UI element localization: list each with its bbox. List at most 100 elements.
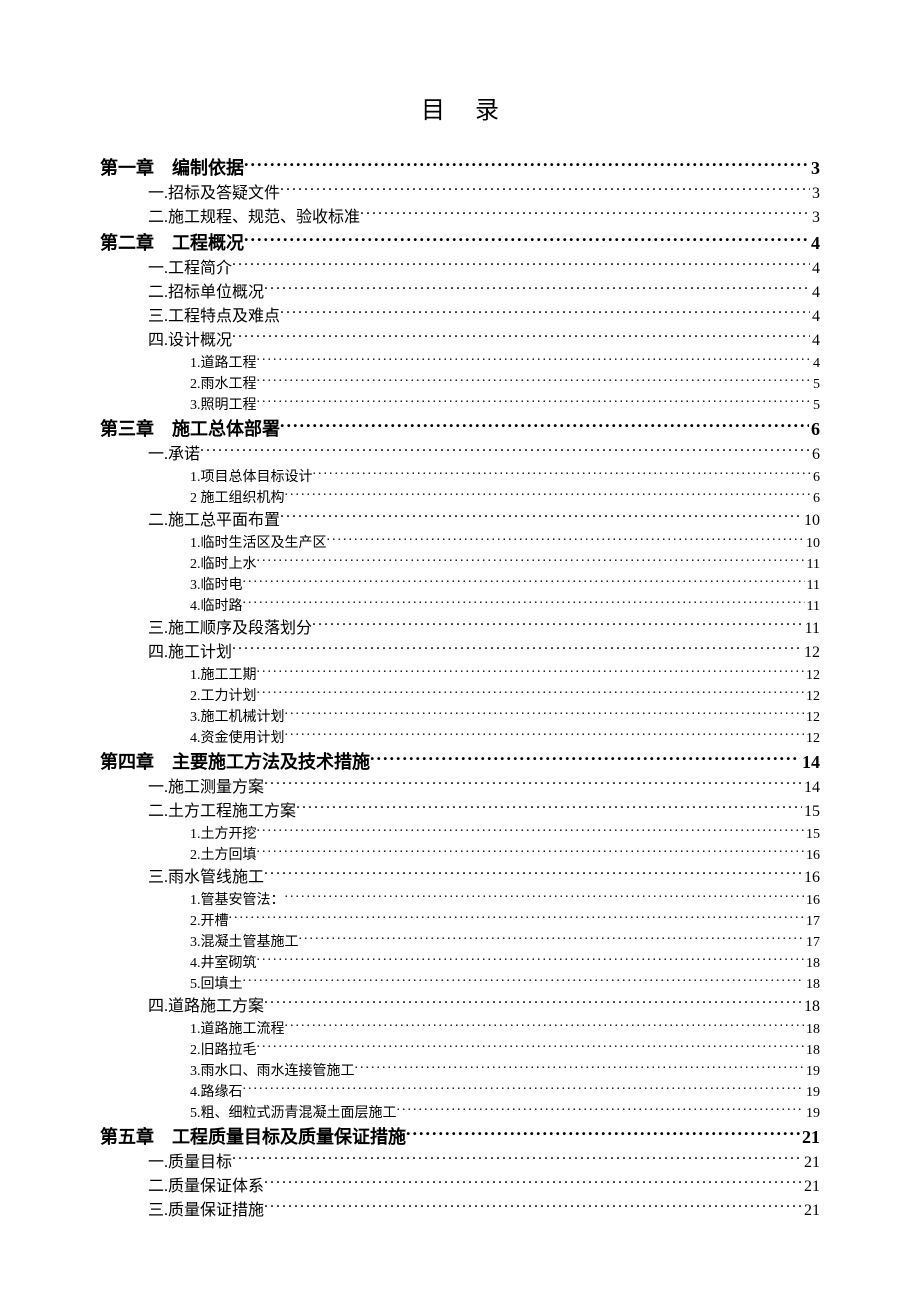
toc-leader-dots: [312, 617, 803, 633]
toc-entry-label: 四.施工计划: [148, 641, 232, 665]
toc-entry-label: 2.开槽: [190, 911, 229, 932]
toc-entry-label: 一.招标及答疑文件: [148, 182, 280, 206]
toc-entry: 2.雨水工程5: [190, 374, 820, 395]
toc-entry-label: 三.质量保证措施: [148, 1199, 264, 1223]
toc-entry-page: 10: [804, 533, 820, 554]
toc-entry: 4.临时路11: [190, 596, 820, 617]
toc-leader-dots: [280, 417, 809, 435]
toc-entry-page: 6: [809, 416, 820, 443]
toc-leader-dots: [243, 575, 805, 589]
toc-entry-label: 第五章 工程质量目标及质量保证措施: [100, 1124, 406, 1151]
toc-entry-label: 二.施工总平面布置: [148, 509, 280, 533]
toc-entry-label: 2.临时上水: [190, 554, 257, 575]
toc-entry-label: 二.质量保证体系: [148, 1175, 264, 1199]
toc-leader-dots: [264, 995, 802, 1011]
toc-leader-dots: [355, 1061, 805, 1075]
toc-entry-page: 17: [804, 911, 820, 932]
toc-entry-label: 3.雨水口、雨水连接管施工: [190, 1061, 355, 1082]
toc-entry-label: 第一章 编制依据: [100, 155, 244, 182]
toc-entry: 3.施工机械计划12: [190, 707, 820, 728]
toc-entry: 第三章 施工总体部署6: [100, 416, 820, 443]
toc-entry: 2.土方回填 16: [190, 845, 820, 866]
document-title: 目录: [100, 90, 820, 125]
toc-entry-page: 6: [811, 488, 820, 509]
toc-entry-page: 11: [805, 575, 820, 596]
toc-entry-page: 18: [804, 1019, 820, 1040]
toc-entry-page: 11: [803, 617, 820, 641]
toc-leader-dots: [257, 665, 805, 679]
toc-entry: 3.临时电11: [190, 575, 820, 596]
toc-entry-page: 16: [804, 845, 820, 866]
toc-entry-page: 21: [802, 1151, 820, 1175]
toc-entry-label: 3.照明工程: [190, 395, 257, 416]
toc-entry: 第五章 工程质量目标及质量保证措施 21: [100, 1124, 820, 1151]
toc-entry: 1.临时生活区及生产区10: [190, 533, 820, 554]
toc-entry: 三.雨水管线施工16: [148, 866, 820, 890]
toc-entry-page: 16: [804, 890, 820, 911]
toc-entry: 三.工程特点及难点4: [148, 305, 820, 329]
toc-entry: 二.土方工程施工方案 15: [148, 800, 820, 824]
toc-entry-label: 5.回填土: [190, 974, 243, 995]
toc-leader-dots: [200, 443, 810, 459]
toc-entry-page: 17: [804, 932, 820, 953]
toc-entry-page: 18: [804, 974, 820, 995]
toc-entry-label: 二.施工规程、规范、验收标准: [148, 206, 360, 230]
toc-entry-page: 6: [811, 467, 820, 488]
toc-leader-dots: [280, 509, 802, 525]
toc-entry: 一.质量目标 21: [148, 1151, 820, 1175]
toc-entry: 1.土方开挖15: [190, 824, 820, 845]
toc-entry-label: 一.工程简介: [148, 257, 232, 281]
toc-entry-page: 6: [810, 443, 820, 467]
toc-entry: 4.井室砌筑18: [190, 953, 820, 974]
toc-entry: 3.雨水口、雨水连接管施工19: [190, 1061, 820, 1082]
toc-entry-label: 二.招标单位概况: [148, 281, 264, 305]
toc-leader-dots: [229, 911, 805, 925]
toc-entry: 4.路缘石19: [190, 1082, 820, 1103]
toc-entry-label: 三.工程特点及难点: [148, 305, 280, 329]
toc-entry-label: 1.道路施工流程: [190, 1019, 285, 1040]
toc-entry-page: 3: [810, 206, 820, 230]
toc-entry: 1.施工工期12: [190, 665, 820, 686]
toc-entry: 二.质量保证体系21: [148, 1175, 820, 1199]
toc-entry-label: 二.土方工程施工方案: [148, 800, 296, 824]
toc-entry: 1.项目总体目标设计6: [190, 467, 820, 488]
toc-entry-label: 一.承诺: [148, 443, 200, 467]
toc-entry: 1.管基安管法：16: [190, 890, 820, 911]
toc-entry-page: 21: [800, 1124, 820, 1151]
toc-entry-page: 14: [802, 776, 820, 800]
toc-leader-dots: [285, 488, 812, 502]
toc-leader-dots: [232, 641, 802, 657]
toc-entry-page: 19: [804, 1082, 820, 1103]
toc-entry: 一.施工测量方案14: [148, 776, 820, 800]
toc-entry: 2.开槽 17: [190, 911, 820, 932]
toc-leader-dots: [232, 1151, 802, 1167]
toc-leader-dots: [264, 1175, 802, 1191]
toc-leader-dots: [299, 932, 805, 946]
toc-entry-label: 1.施工工期: [190, 665, 257, 686]
toc-entry-label: 四.道路施工方案: [148, 995, 264, 1019]
toc-entry: 1.道路施工流程 18: [190, 1019, 820, 1040]
toc-entry-label: 一.质量目标: [148, 1151, 232, 1175]
toc-entry: 一.工程简介4: [148, 257, 820, 281]
toc-entry-page: 18: [802, 995, 820, 1019]
toc-entry-page: 12: [804, 707, 820, 728]
toc-entry-label: 三.施工顺序及段落划分: [148, 617, 312, 641]
toc-leader-dots: [257, 953, 805, 967]
toc-leader-dots: [296, 800, 802, 816]
toc-leader-dots: [243, 1082, 805, 1096]
toc-leader-dots: [243, 596, 805, 610]
toc-entry: 1.道路工程4: [190, 353, 820, 374]
toc-leader-dots: [285, 707, 805, 721]
toc-leader-dots: [285, 728, 805, 742]
toc-leader-dots: [257, 686, 805, 700]
toc-leader-dots: [370, 750, 800, 768]
toc-entry-label: 2.土方回填: [190, 845, 257, 866]
toc-entry: 第一章 编制依据3: [100, 155, 820, 182]
toc-entry-page: 15: [802, 800, 820, 824]
toc-entry-page: 12: [804, 728, 820, 749]
toc-leader-dots: [257, 353, 812, 367]
toc-leader-dots: [264, 776, 802, 792]
toc-entry-page: 15: [804, 824, 820, 845]
toc-leader-dots: [257, 1040, 805, 1054]
toc-entry: 三.质量保证措施21: [148, 1199, 820, 1223]
